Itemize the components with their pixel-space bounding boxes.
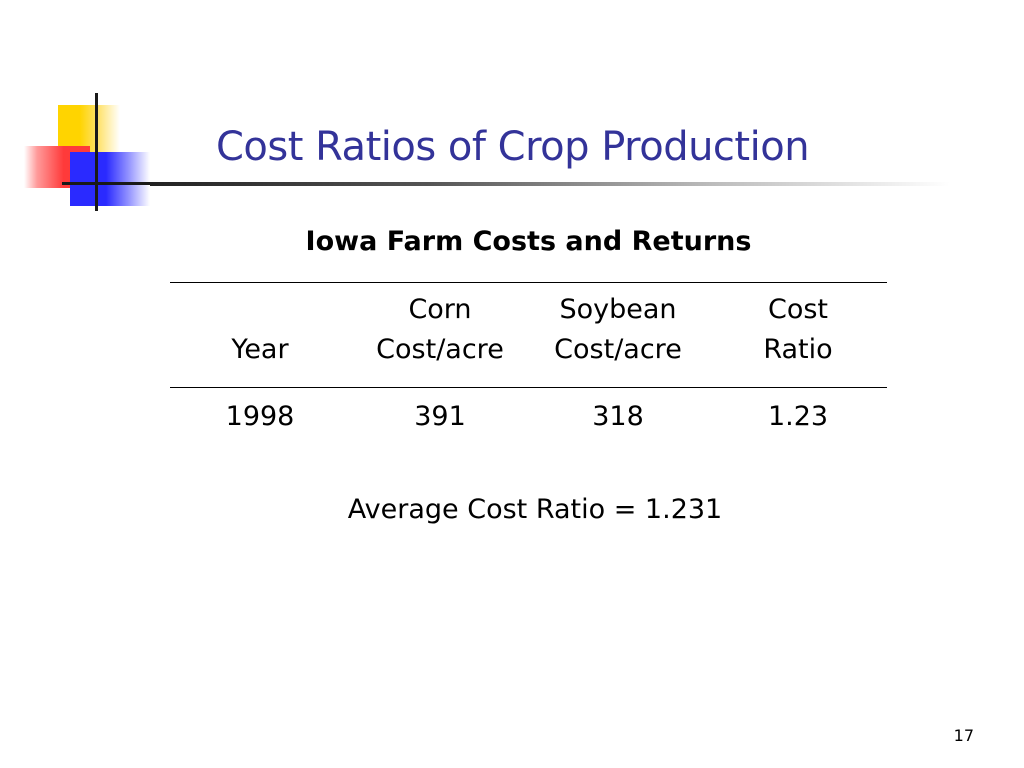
logo-horizontal-line (62, 182, 152, 185)
header-soybean-line1: Soybean (559, 294, 677, 325)
cell-cost-ratio: 1.23 (767, 401, 829, 432)
table-caption: Iowa Farm Costs and Returns (305, 226, 752, 257)
average-cost-ratio: Average Cost Ratio = 1.231 (347, 494, 723, 525)
slide-logo (0, 0, 160, 220)
page-number: 17 (953, 726, 974, 745)
cell-soybean-cost: 318 (592, 401, 644, 432)
cell-year: 1998 (225, 401, 295, 432)
header-ratio-line2: Ratio (763, 334, 833, 365)
header-year: Year (231, 334, 289, 365)
cell-corn-cost: 391 (414, 401, 466, 432)
header-corn-line1: Corn (408, 294, 472, 325)
logo-blue-square (70, 152, 150, 206)
slide-title: Cost Ratios of Crop Production (216, 124, 810, 170)
logo-vertical-line (95, 93, 98, 211)
title-divider (150, 182, 950, 186)
header-soybean-line2: Cost/acre (554, 334, 682, 365)
table-header-rule (170, 387, 887, 388)
header-corn-line2: Cost/acre (376, 334, 504, 365)
table-top-rule (170, 282, 887, 283)
header-ratio-line1: Cost (767, 294, 829, 325)
